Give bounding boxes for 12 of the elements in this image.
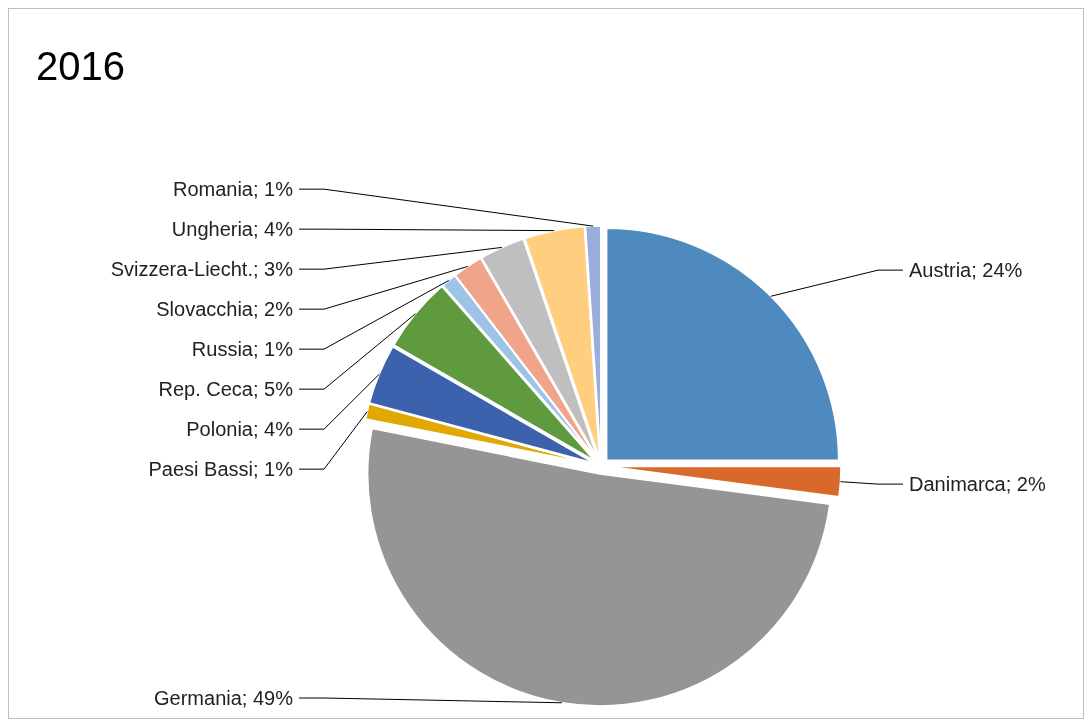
chart-title: 2016 xyxy=(36,44,125,88)
slice-label: Austria; 24% xyxy=(909,259,1023,282)
slice-label: Svizzera-Liecht.; 3% xyxy=(110,258,294,281)
slice-label: Romania; 1% xyxy=(172,178,294,201)
slice-label: Russia; 1% xyxy=(191,338,294,361)
slice-label: Danimarca; 2% xyxy=(909,473,1046,496)
slice-label: Germania; 49% xyxy=(154,687,294,709)
slice-label: Ungheria; 4% xyxy=(171,218,294,241)
slice-label: Slovacchia; 2% xyxy=(156,298,294,321)
slice-label: Rep. Ceca; 5% xyxy=(158,378,294,401)
slice-label: Polonia; 4% xyxy=(186,418,294,441)
slice-label: Paesi Bassi; 1% xyxy=(148,458,294,481)
